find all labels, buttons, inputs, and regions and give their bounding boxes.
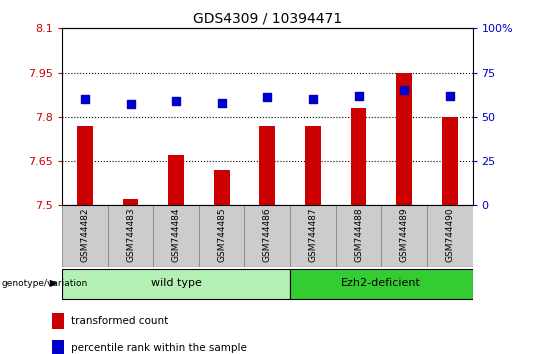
Point [446,93,454,98]
Point [80,96,89,102]
Text: genotype/variation: genotype/variation [1,279,87,288]
Text: percentile rank within the sample: percentile rank within the sample [71,343,247,353]
FancyBboxPatch shape [62,269,290,299]
FancyBboxPatch shape [245,205,290,267]
FancyBboxPatch shape [107,205,153,267]
Bar [259,126,275,205]
FancyBboxPatch shape [381,205,427,267]
Text: wild type: wild type [151,278,201,289]
FancyBboxPatch shape [290,269,472,299]
Text: GSM744482: GSM744482 [80,208,90,262]
Text: GSM744487: GSM744487 [308,208,318,262]
Point [263,95,272,100]
Bar [396,73,412,205]
Bar [442,117,458,205]
Bar [52,313,64,329]
Point [354,93,363,98]
Bar [123,199,138,205]
Text: GSM744490: GSM744490 [445,208,454,262]
Text: GSM744484: GSM744484 [172,208,180,262]
Text: GSM744485: GSM744485 [217,208,226,262]
Text: GSM744486: GSM744486 [263,208,272,262]
Bar [214,170,230,205]
FancyBboxPatch shape [62,205,107,267]
Point [218,100,226,105]
Text: Ezh2-deficient: Ezh2-deficient [341,278,421,289]
Bar [168,155,184,205]
Point [400,87,408,93]
FancyBboxPatch shape [290,205,336,267]
Text: GSM744489: GSM744489 [400,208,409,262]
Text: transformed count: transformed count [71,316,168,326]
Point [172,98,180,104]
Bar [52,340,64,354]
Bar [77,126,93,205]
Point [126,102,135,107]
Bar [305,126,321,205]
FancyBboxPatch shape [199,205,245,267]
FancyBboxPatch shape [336,205,381,267]
FancyBboxPatch shape [427,205,472,267]
FancyBboxPatch shape [153,205,199,267]
Text: GSM744488: GSM744488 [354,208,363,262]
Bar [350,108,367,205]
Point [308,96,317,102]
Text: GSM744483: GSM744483 [126,208,135,262]
Title: GDS4309 / 10394471: GDS4309 / 10394471 [193,12,342,26]
